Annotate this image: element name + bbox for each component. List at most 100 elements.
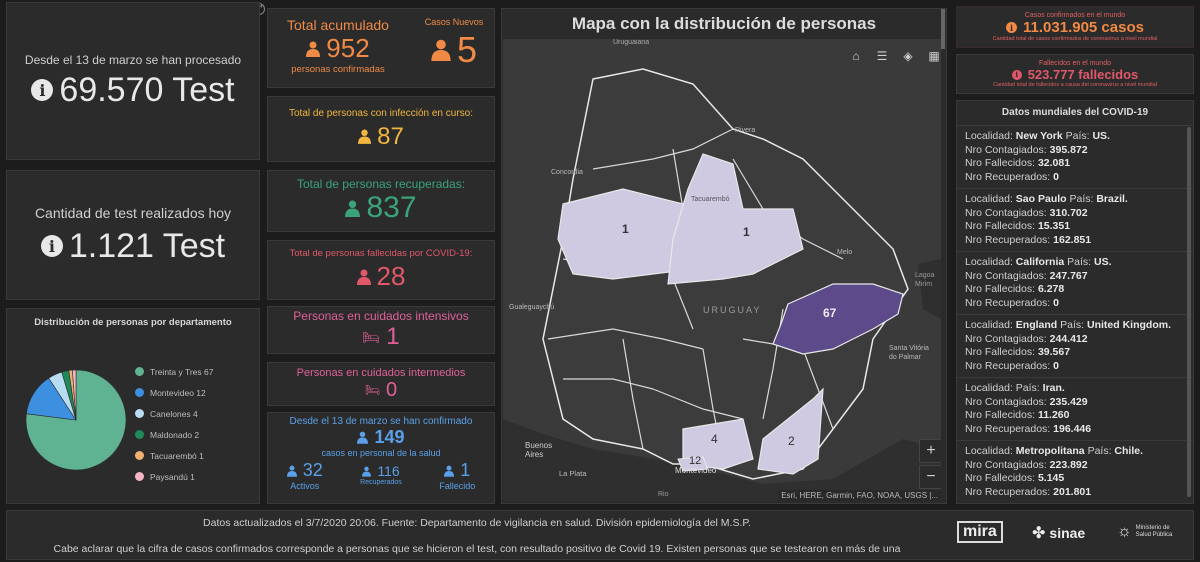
pie-slice-treinta-y-tres[interactable] (25, 369, 127, 471)
dept-count-paysandu[interactable]: 1 (622, 222, 629, 236)
dept-count-canelones[interactable]: 4 (711, 432, 718, 446)
localidad-label: Localidad: (965, 193, 1013, 205)
map-attribution[interactable]: Esri, HERE, Garmin, FAO, NOAA, USGS |... (778, 490, 941, 501)
place-label: Rio (658, 491, 669, 498)
nuevos-value: 5 (456, 29, 478, 70)
localidad-label: Localidad: (965, 445, 1013, 457)
salud-activos-value: 32 (302, 460, 323, 480)
dept-count-tacuarembo[interactable]: 1 (743, 225, 750, 239)
place-label: Gualeguaychú (509, 304, 555, 311)
home-icon[interactable]: ⌂ (852, 49, 860, 63)
map-panel: Mapa con la distribución de personas (501, 8, 947, 504)
bed-icon: 🛏 (364, 383, 381, 397)
footer-line1: Datos actualizados el 3/7/2020 20:06. Fu… (203, 517, 751, 529)
world-deaths-label: Fallecidos en el mundo (1039, 60, 1111, 67)
place-label: Tacuarembó (691, 196, 730, 203)
salud-panel: Desde el 13 de marzo se han confirmado 1… (267, 412, 495, 504)
fallecidos-value: 11.260 (1037, 409, 1070, 421)
recuperadas-value: 837 (366, 191, 417, 224)
world-cases-label: Casos confirmados en el mundo (1024, 12, 1126, 19)
zoom-controls: + − (919, 439, 941, 489)
pais-label: País: (1065, 130, 1090, 142)
country-label: URUGUAY (703, 305, 762, 315)
fallecidos-value: 39.567 (1037, 346, 1071, 358)
pie-slice-paysandú[interactable] (72, 369, 77, 421)
recuperados-label: Nro Recuperados: (965, 170, 1051, 183)
intermedios-label: Personas en cuidados intermedios (296, 366, 466, 379)
list-item[interactable]: Localidad: País: Iran. Nro Contagiados: 2… (957, 378, 1193, 441)
legend-item[interactable]: Montevideo 12 (135, 382, 213, 403)
tests-total-value: 69.570 Test (59, 70, 235, 109)
list-item[interactable]: Localidad: Metropolitana País: Chile. Nro… (957, 441, 1193, 503)
layers-icon[interactable]: ◈ (903, 49, 913, 63)
localidad-value: New York (1015, 130, 1063, 142)
nuevos-label: Casos Nuevos (424, 17, 484, 27)
legend-item[interactable]: Tacuarembó 1 (135, 445, 213, 466)
contagiados-value: 223.892 (1049, 458, 1088, 471)
legend-label: Montevideo 12 (150, 387, 206, 398)
person-icon (444, 465, 455, 477)
tests-total-caption: Desde el 13 de marzo se han procesado (24, 52, 242, 67)
salud-fallecido-label: Fallecido (439, 481, 476, 491)
pais-value: Brazil. (1096, 193, 1128, 205)
legend-item[interactable]: Maldonado 2 (135, 424, 213, 445)
qr-icon[interactable]: ▦ (928, 49, 940, 63)
localidad-label: Localidad: (965, 256, 1013, 268)
contagiados-value: 395.872 (1049, 143, 1088, 156)
sinae-icon: ✤ (1032, 525, 1046, 542)
en-curso-value: 87 (377, 122, 404, 150)
person-icon (362, 466, 372, 477)
fallecidos-label: Nro Fallecidos: (965, 220, 1036, 232)
person-icon (345, 200, 361, 217)
dept-count-maldonado[interactable]: 2 (788, 434, 795, 448)
person-icon (286, 465, 297, 477)
salud-line2: casos en personal de la salud (321, 448, 441, 458)
person-icon (357, 431, 369, 444)
legend-label: Canelones 4 (150, 408, 198, 419)
list-item[interactable]: Localidad: England País: United Kingdom.… (957, 315, 1193, 378)
pie-chart[interactable] (21, 365, 131, 475)
fallecidos-label: Nro Fallecidos: (965, 157, 1036, 169)
salud-recuperados-label: Recuperados (360, 479, 402, 486)
tests-today-panel: Cantidad de test realizados hoy i 1.121 … (6, 170, 260, 300)
fallecidas-label: Total de personas fallecidas por COVID-1… (289, 248, 473, 259)
footer-line2: Cabe aclarar que la cifra de casos confi… (53, 543, 901, 555)
list-icon[interactable]: ☰ (876, 49, 888, 63)
intermedios-panel: Personas en cuidados intermedios 🛏 0 (267, 362, 495, 406)
pais-label: País: (1087, 445, 1112, 457)
tests-today-caption: Cantidad de test realizados hoy (34, 204, 232, 221)
bed-icon: 🛏 (362, 328, 381, 345)
list-item[interactable]: Localidad: California País: US. Nro Conta… (957, 252, 1193, 315)
list-item[interactable]: Localidad: Sao Paulo País: Brazil. Nro Co… (957, 189, 1193, 252)
legend-item[interactable]: Treinta y Tres 67 (135, 361, 213, 382)
world-list[interactable]: Localidad: New York País: US. Nro Contagi… (957, 126, 1193, 503)
localidad-label: Localidad: (965, 319, 1013, 331)
map-view[interactable]: Uruguaiana Rivera Concordia Tacuarembó M… (503, 39, 941, 501)
pais-label: País: (1067, 256, 1092, 268)
sinae-logo: sinae (1049, 525, 1086, 541)
map-toolbar: ⌂ ☰ ◈ ▦ (845, 45, 941, 67)
world-list-scrollbar[interactable] (1187, 127, 1191, 497)
fallecidos-label: Nro Fallecidos: (965, 346, 1036, 358)
map-title: Mapa con la distribución de personas (571, 14, 877, 33)
legend-item[interactable]: Canelones 4 (135, 403, 213, 424)
fallecidos-label: Nro Fallecidos: (965, 472, 1036, 484)
recuperados-value: 0 (1053, 296, 1059, 309)
recuperados-label: Nro Recuperados: (965, 359, 1051, 372)
legend-label: Tacuarembó 1 (150, 450, 204, 461)
zoom-out-button[interactable]: − (919, 465, 941, 489)
map-scrollbar[interactable] (941, 9, 945, 49)
contagiados-label: Nro Contagiados: (965, 206, 1047, 219)
list-item[interactable]: Localidad: New York País: US. Nro Contagi… (957, 126, 1193, 189)
map-svg (503, 68, 941, 501)
place-label: La Plata (559, 469, 587, 478)
dept-count-montevideo[interactable]: 12 (689, 455, 702, 467)
info-icon: i (1006, 22, 1018, 33)
legend-dot (135, 367, 144, 376)
dept-count-treinta-y-tres[interactable]: 67 (823, 306, 837, 320)
zoom-in-button[interactable]: + (919, 439, 941, 463)
fallecidos-label: Nro Fallecidos: (965, 409, 1036, 421)
legend-item[interactable]: Paysandú 1 (135, 466, 213, 487)
recuperados-label: Nro Recuperados: (965, 485, 1051, 498)
